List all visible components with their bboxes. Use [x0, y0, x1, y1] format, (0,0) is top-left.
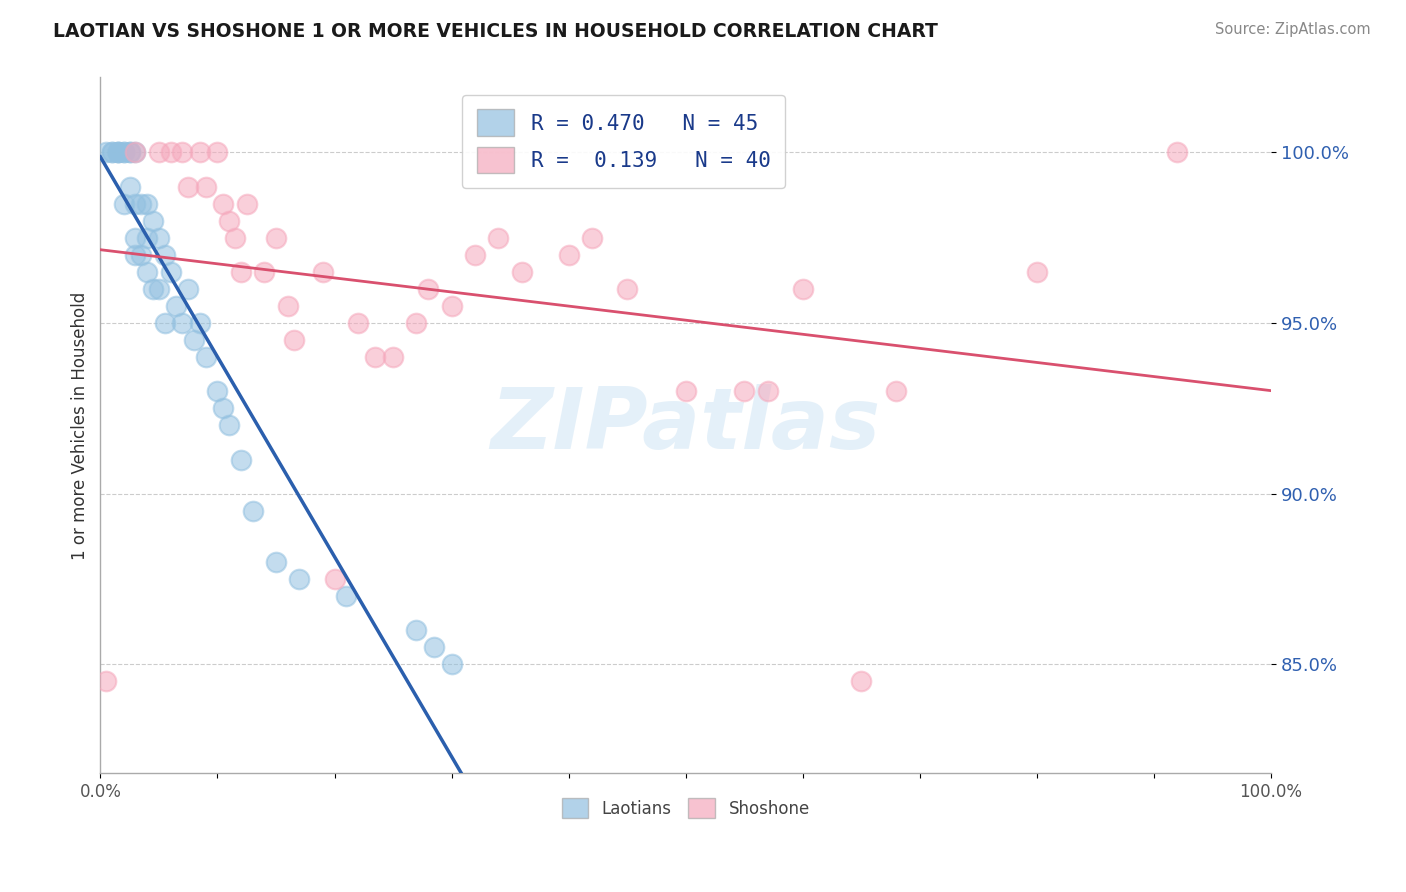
Point	[101, 145, 124, 160]
Point	[283, 333, 305, 347]
Point	[557, 248, 579, 262]
Point	[194, 179, 217, 194]
Point	[96, 145, 118, 160]
Point	[1026, 265, 1049, 279]
Point	[264, 555, 287, 569]
Point	[107, 145, 129, 160]
Point	[165, 299, 187, 313]
Point	[194, 350, 217, 364]
Point	[112, 145, 135, 160]
Point	[183, 333, 205, 347]
Point	[264, 231, 287, 245]
Point	[124, 248, 146, 262]
Point	[224, 231, 246, 245]
Legend: Laotians, Shoshone: Laotians, Shoshone	[555, 792, 817, 824]
Point	[177, 179, 200, 194]
Point	[118, 179, 141, 194]
Point	[581, 231, 603, 245]
Point	[242, 504, 264, 518]
Point	[235, 196, 257, 211]
Point	[172, 316, 194, 330]
Point	[423, 640, 446, 655]
Point	[756, 384, 779, 399]
Point	[153, 248, 176, 262]
Point	[107, 145, 129, 160]
Point	[131, 248, 153, 262]
Point	[886, 384, 908, 399]
Point	[96, 674, 118, 689]
Point	[510, 265, 533, 279]
Point	[347, 316, 370, 330]
Point	[335, 589, 357, 603]
Point	[142, 282, 165, 296]
Text: Source: ZipAtlas.com: Source: ZipAtlas.com	[1215, 22, 1371, 37]
Point	[124, 196, 146, 211]
Point	[440, 299, 463, 313]
Point	[112, 145, 135, 160]
Point	[136, 231, 159, 245]
Point	[159, 145, 181, 160]
Point	[177, 282, 200, 296]
Point	[616, 282, 638, 296]
Point	[172, 145, 194, 160]
Point	[486, 231, 509, 245]
Point	[131, 196, 153, 211]
Point	[207, 384, 229, 399]
Point	[312, 265, 335, 279]
Point	[207, 145, 229, 160]
Point	[675, 384, 697, 399]
Point	[418, 282, 440, 296]
Point	[188, 316, 211, 330]
Point	[405, 316, 427, 330]
Point	[464, 248, 486, 262]
Point	[323, 572, 346, 586]
Point	[440, 657, 463, 672]
Point	[124, 145, 146, 160]
Point	[188, 145, 211, 160]
Point	[229, 265, 252, 279]
Point	[851, 674, 873, 689]
Point	[107, 145, 129, 160]
Point	[277, 299, 299, 313]
Point	[218, 418, 240, 433]
Point	[136, 265, 159, 279]
Point	[148, 231, 170, 245]
Point	[101, 145, 124, 160]
Point	[118, 145, 141, 160]
Point	[792, 282, 814, 296]
Point	[112, 196, 135, 211]
Point	[212, 401, 235, 416]
Point	[405, 623, 427, 637]
Point	[212, 196, 235, 211]
Point	[124, 145, 146, 160]
Point	[153, 316, 176, 330]
Y-axis label: 1 or more Vehicles in Household: 1 or more Vehicles in Household	[72, 292, 89, 559]
Point	[142, 213, 165, 227]
Text: LAOTIAN VS SHOSHONE 1 OR MORE VEHICLES IN HOUSEHOLD CORRELATION CHART: LAOTIAN VS SHOSHONE 1 OR MORE VEHICLES I…	[53, 22, 938, 41]
Point	[148, 145, 170, 160]
Point	[218, 213, 240, 227]
Point	[118, 145, 141, 160]
Point	[159, 265, 181, 279]
Text: ZIPatlas: ZIPatlas	[491, 384, 880, 467]
Point	[229, 452, 252, 467]
Point	[124, 231, 146, 245]
Point	[364, 350, 387, 364]
Point	[1166, 145, 1188, 160]
Point	[148, 282, 170, 296]
Point	[733, 384, 755, 399]
Point	[382, 350, 405, 364]
Point	[253, 265, 276, 279]
Point	[136, 196, 159, 211]
Point	[288, 572, 311, 586]
